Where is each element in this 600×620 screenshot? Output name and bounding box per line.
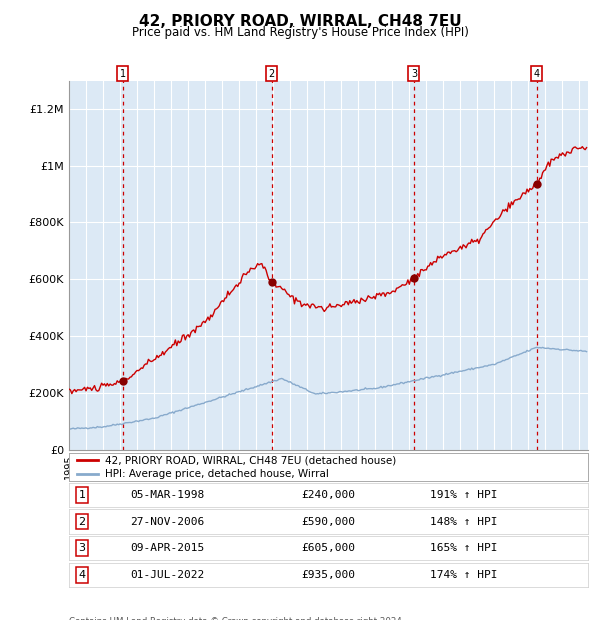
Text: 05-MAR-1998: 05-MAR-1998 [130,490,205,500]
Text: £935,000: £935,000 [302,570,355,580]
Text: 4: 4 [534,69,540,79]
Text: 174% ↑ HPI: 174% ↑ HPI [430,570,497,580]
Text: 42, PRIORY ROAD, WIRRAL, CH48 7EU (detached house): 42, PRIORY ROAD, WIRRAL, CH48 7EU (detac… [106,456,397,466]
Text: 1: 1 [79,490,85,500]
Text: HPI: Average price, detached house, Wirral: HPI: Average price, detached house, Wirr… [106,469,329,479]
Text: Price paid vs. HM Land Registry's House Price Index (HPI): Price paid vs. HM Land Registry's House … [131,26,469,39]
Text: 3: 3 [411,69,417,79]
Text: 2: 2 [79,516,86,526]
Text: 4: 4 [79,570,86,580]
Text: 148% ↑ HPI: 148% ↑ HPI [430,516,497,526]
Text: £590,000: £590,000 [302,516,355,526]
Text: 191% ↑ HPI: 191% ↑ HPI [430,490,497,500]
Text: Contains HM Land Registry data © Crown copyright and database right 2024.: Contains HM Land Registry data © Crown c… [69,617,404,620]
Text: 42, PRIORY ROAD, WIRRAL, CH48 7EU: 42, PRIORY ROAD, WIRRAL, CH48 7EU [139,14,461,29]
Text: 3: 3 [79,543,85,553]
Text: £605,000: £605,000 [302,543,355,553]
Text: £240,000: £240,000 [302,490,355,500]
Text: 1: 1 [120,69,126,79]
Text: 2: 2 [269,69,275,79]
Text: 01-JUL-2022: 01-JUL-2022 [130,570,205,580]
Text: 165% ↑ HPI: 165% ↑ HPI [430,543,497,553]
Text: 09-APR-2015: 09-APR-2015 [130,543,205,553]
Text: 27-NOV-2006: 27-NOV-2006 [130,516,205,526]
